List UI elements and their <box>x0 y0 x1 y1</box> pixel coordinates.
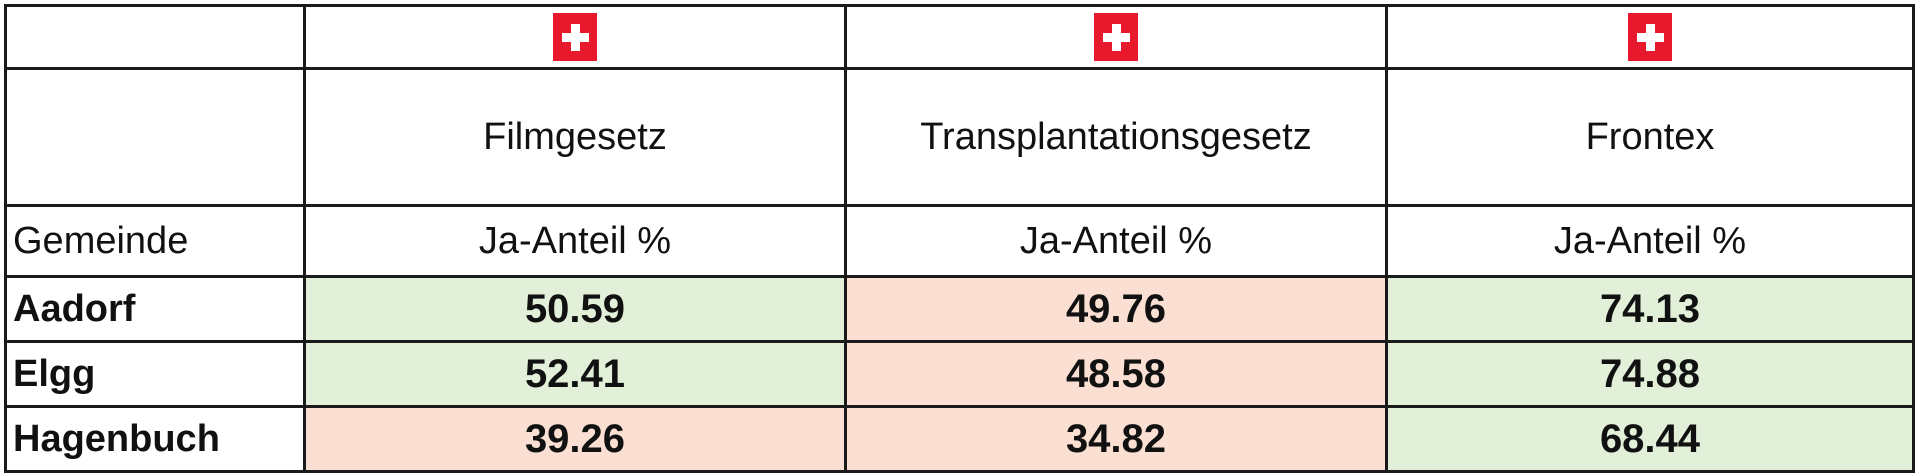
yes-share-cell: 52.41 <box>303 340 847 408</box>
swiss-flag-icon <box>1094 13 1138 61</box>
yes-share-cell: 74.88 <box>1385 340 1915 408</box>
column-subheader: Ja-Anteil % <box>844 204 1388 278</box>
column-title-frontex: Frontex <box>1385 67 1915 207</box>
swiss-flag-icon <box>553 13 597 61</box>
column-subheader: Ja-Anteil % <box>1385 204 1915 278</box>
yes-share-cell: 39.26 <box>303 405 847 473</box>
table-row: Elgg 52.41 48.58 74.88 <box>4 340 1915 408</box>
municipality-name: Aadorf <box>4 275 306 343</box>
yes-share-cell: 34.82 <box>844 405 1388 473</box>
empty-title-cell <box>4 67 306 207</box>
municipality-header: Gemeinde <box>4 204 306 278</box>
column-title-transplantationsgesetz: Transplantationsgesetz <box>844 67 1388 207</box>
flag-row <box>4 4 1915 70</box>
yes-share-cell: 48.58 <box>844 340 1388 408</box>
yes-share-cell: 49.76 <box>844 275 1388 343</box>
column-subheader: Ja-Anteil % <box>303 204 847 278</box>
voting-results-table-container: Filmgesetz Transplantationsgesetz Fronte… <box>4 4 1915 473</box>
yes-share-cell: 68.44 <box>1385 405 1915 473</box>
table-row: Aadorf 50.59 49.76 74.13 <box>4 275 1915 343</box>
subheader-row: Gemeinde Ja-Anteil % Ja-Anteil % Ja-Ante… <box>4 204 1915 278</box>
yes-share-cell: 74.13 <box>1385 275 1915 343</box>
table-row: Hagenbuch 39.26 34.82 68.44 <box>4 405 1915 473</box>
column-title-filmgesetz: Filmgesetz <box>303 67 847 207</box>
empty-corner-cell <box>4 4 306 70</box>
voting-results-table: Filmgesetz Transplantationsgesetz Fronte… <box>4 4 1915 473</box>
municipality-name: Elgg <box>4 340 306 408</box>
yes-share-cell: 50.59 <box>303 275 847 343</box>
municipality-name: Hagenbuch <box>4 405 306 473</box>
proposal-title-row: Filmgesetz Transplantationsgesetz Fronte… <box>4 67 1915 207</box>
swiss-flag-icon <box>1628 13 1672 61</box>
